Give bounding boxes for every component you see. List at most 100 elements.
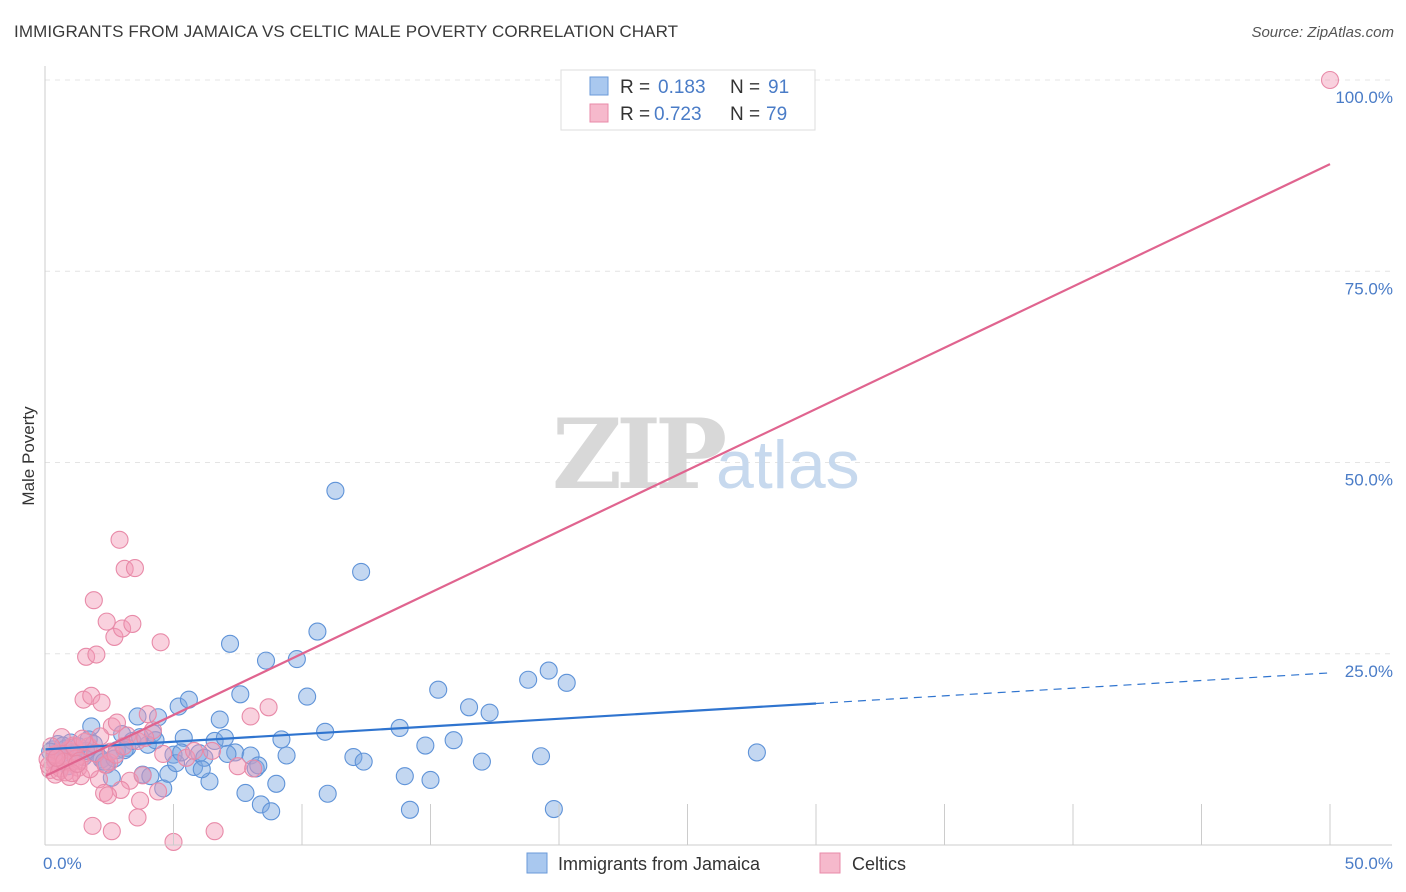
celtics-point xyxy=(131,791,150,810)
jamaica-point xyxy=(400,800,419,819)
y-tick-label: 100.0% xyxy=(1335,88,1393,107)
legend-bottom-swatch-celtics xyxy=(819,852,841,874)
axes: 25.0% 50.0% 75.0% 100.0% 0.0% 50.0% xyxy=(43,66,1393,873)
jamaica-point xyxy=(421,770,440,790)
x-tick-label: 0.0% xyxy=(43,854,82,873)
legend-top-swatch-jamaica xyxy=(589,76,609,96)
jamaica-point xyxy=(154,779,173,798)
jamaica-point xyxy=(236,783,255,803)
celtics-point xyxy=(203,741,222,760)
celtics-point xyxy=(52,728,71,747)
jamaica-point xyxy=(277,746,296,765)
y-tick-label: 50.0% xyxy=(1345,471,1393,490)
jamaica-point xyxy=(141,767,160,786)
jamaica-point xyxy=(557,673,576,692)
jamaica-point xyxy=(480,703,499,722)
jamaica-point xyxy=(210,710,229,729)
celtics-point xyxy=(128,808,147,827)
jamaica-point xyxy=(272,730,291,749)
celtics-point xyxy=(42,737,61,756)
jamaica-point xyxy=(218,744,237,764)
jamaica-point xyxy=(267,774,286,793)
jamaica-point xyxy=(326,481,345,500)
celtics-point xyxy=(87,645,106,664)
jamaica-point xyxy=(220,634,240,653)
jamaica-point xyxy=(251,795,270,814)
celtics-point xyxy=(125,559,144,578)
jamaica-point xyxy=(444,731,463,750)
watermark: ZIP atlas xyxy=(552,398,860,511)
jamaica-point xyxy=(167,754,186,773)
celtics-point xyxy=(97,612,116,631)
jamaica-point xyxy=(539,661,558,680)
legend-top: R = 0.183 N = 91 R = 0.723 N = 79 xyxy=(560,69,816,131)
jamaica-point xyxy=(747,743,766,762)
celtics-point xyxy=(84,591,103,610)
jamaica-point xyxy=(344,747,363,767)
celtics-point xyxy=(241,707,260,726)
celtics-point xyxy=(47,748,66,767)
celtics-point xyxy=(110,530,129,549)
celtics-point xyxy=(62,764,82,783)
trend-lines xyxy=(44,163,1331,778)
jamaica-point xyxy=(416,736,435,755)
jamaica-point xyxy=(249,756,268,775)
celtics-point xyxy=(83,816,102,835)
celtics-trend-line xyxy=(44,163,1331,778)
celtics-point xyxy=(82,686,101,705)
celtics-point xyxy=(151,633,170,652)
legend-top-r-value-celtics: 0.723 xyxy=(654,104,702,125)
jamaica-point xyxy=(395,767,414,786)
jamaica-point xyxy=(192,760,211,779)
series-jamaica-points xyxy=(41,481,766,821)
celtics-point xyxy=(154,744,173,764)
jamaica-point xyxy=(308,622,327,641)
jamaica-trend-extension xyxy=(815,672,1331,705)
jamaica-point xyxy=(226,743,245,762)
celtics-point xyxy=(98,786,118,805)
celtics-point xyxy=(113,619,132,638)
celtics-point xyxy=(228,757,247,776)
y-tick-label: 75.0% xyxy=(1345,279,1393,298)
jamaica-point xyxy=(352,562,371,581)
jamaica-point xyxy=(531,747,551,766)
jamaica-point xyxy=(354,752,373,771)
jamaica-point xyxy=(472,752,491,771)
legend-bottom-swatch-jamaica xyxy=(526,852,548,874)
grid xyxy=(45,79,1390,655)
celtics-point xyxy=(244,759,263,778)
y-tick-label: 25.0% xyxy=(1345,662,1393,681)
y-axis-label: Male Poverty xyxy=(19,406,38,506)
celtics-point xyxy=(91,727,110,746)
celtics-point xyxy=(73,729,92,748)
watermark-atlas: atlas xyxy=(716,427,860,503)
legend-top-n-label-celtics: N = xyxy=(730,104,760,125)
legend-top-n-label-jamaica: N = xyxy=(730,77,760,98)
jamaica-point xyxy=(195,748,214,767)
legend-top-r-value-jamaica: 0.183 xyxy=(658,77,706,98)
legend-bottom-label-jamaica: Immigrants from Jamaica xyxy=(558,854,761,874)
celtics-point xyxy=(92,693,111,712)
legend-top-n-value-celtics: 79 xyxy=(766,104,787,125)
legend-top-swatch-celtics xyxy=(589,103,609,123)
legend-top-r-label-jamaica: R = xyxy=(620,77,650,98)
legend-top-r-label-celtics: R = xyxy=(620,104,650,125)
celtics-point xyxy=(205,822,224,841)
jamaica-point xyxy=(318,784,337,803)
jamaica-point xyxy=(231,685,250,704)
jamaica-trend-line xyxy=(44,702,817,751)
legend-bottom: Immigrants from Jamaica Celtics xyxy=(526,852,906,874)
jamaica-point xyxy=(544,799,563,819)
celtics-point xyxy=(114,737,133,756)
jamaica-point xyxy=(82,717,101,736)
celtics-point xyxy=(133,766,152,785)
celtics-point xyxy=(102,822,121,841)
jamaica-point xyxy=(519,670,538,689)
legend-top-n-value-jamaica: 91 xyxy=(768,77,789,98)
source-label: Source: ZipAtlas.com xyxy=(1251,24,1394,41)
legend-bottom-label-celtics: Celtics xyxy=(852,854,906,874)
celtics-point xyxy=(115,559,134,578)
celtics-point xyxy=(177,748,196,767)
celtics-point xyxy=(185,741,204,760)
